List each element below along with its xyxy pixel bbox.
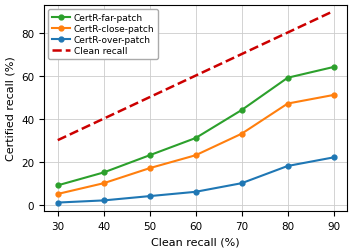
CertR-far-patch [102, 171, 106, 174]
CertR-close-patch [286, 103, 290, 106]
CertR-far-patch [286, 77, 290, 80]
CertR-far-patch [331, 66, 336, 69]
CertR-over-patch [240, 182, 244, 185]
Legend: CertR-far-patch, CertR-close-patch, CertR-over-patch, Clean recall: CertR-far-patch, CertR-close-patch, Cert… [48, 10, 158, 60]
Y-axis label: Certified recall (%): Certified recall (%) [6, 56, 16, 161]
CertR-over-patch [286, 165, 290, 168]
CertR-over-patch [331, 156, 336, 159]
Line: CertR-over-patch: CertR-over-patch [55, 155, 336, 205]
CertR-far-patch [240, 109, 244, 112]
X-axis label: Clean recall (%): Clean recall (%) [151, 237, 240, 246]
CertR-over-patch [148, 195, 152, 198]
CertR-over-patch [193, 191, 198, 194]
CertR-over-patch [102, 199, 106, 202]
CertR-close-patch [148, 167, 152, 170]
Line: CertR-far-patch: CertR-far-patch [55, 65, 336, 188]
CertR-far-patch [56, 184, 60, 187]
CertR-close-patch [240, 133, 244, 136]
CertR-close-patch [331, 94, 336, 97]
CertR-far-patch [148, 154, 152, 157]
CertR-close-patch [56, 193, 60, 196]
CertR-far-patch [193, 137, 198, 140]
CertR-over-patch [56, 201, 60, 204]
CertR-close-patch [102, 182, 106, 185]
CertR-close-patch [193, 154, 198, 157]
Line: CertR-close-patch: CertR-close-patch [55, 93, 336, 197]
